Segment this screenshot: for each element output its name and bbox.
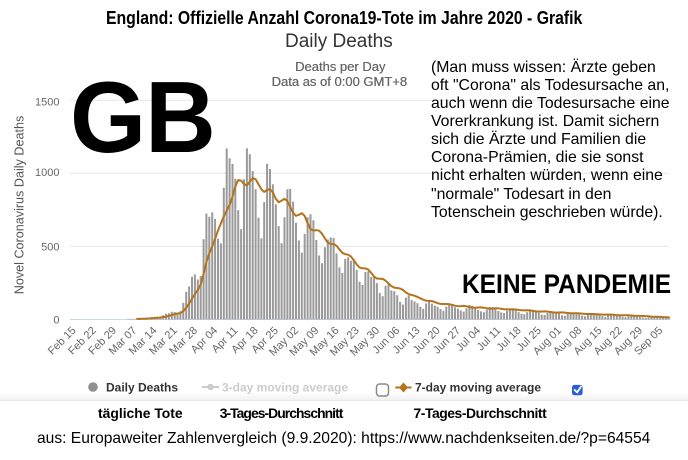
svg-text:7-day moving average: 7-day moving average — [415, 381, 541, 395]
svg-text:500: 500 — [41, 242, 59, 254]
svg-text:1000: 1000 — [35, 167, 59, 179]
svg-text:Daily Deaths: Daily Deaths — [106, 381, 178, 395]
svg-text:3-day moving average: 3-day moving average — [222, 381, 348, 395]
svg-text:1500: 1500 — [35, 97, 59, 109]
svg-text:Novel Coronavirus Daily Deaths: Novel Coronavirus Daily Deaths — [13, 116, 27, 294]
svg-text:0: 0 — [53, 315, 59, 327]
